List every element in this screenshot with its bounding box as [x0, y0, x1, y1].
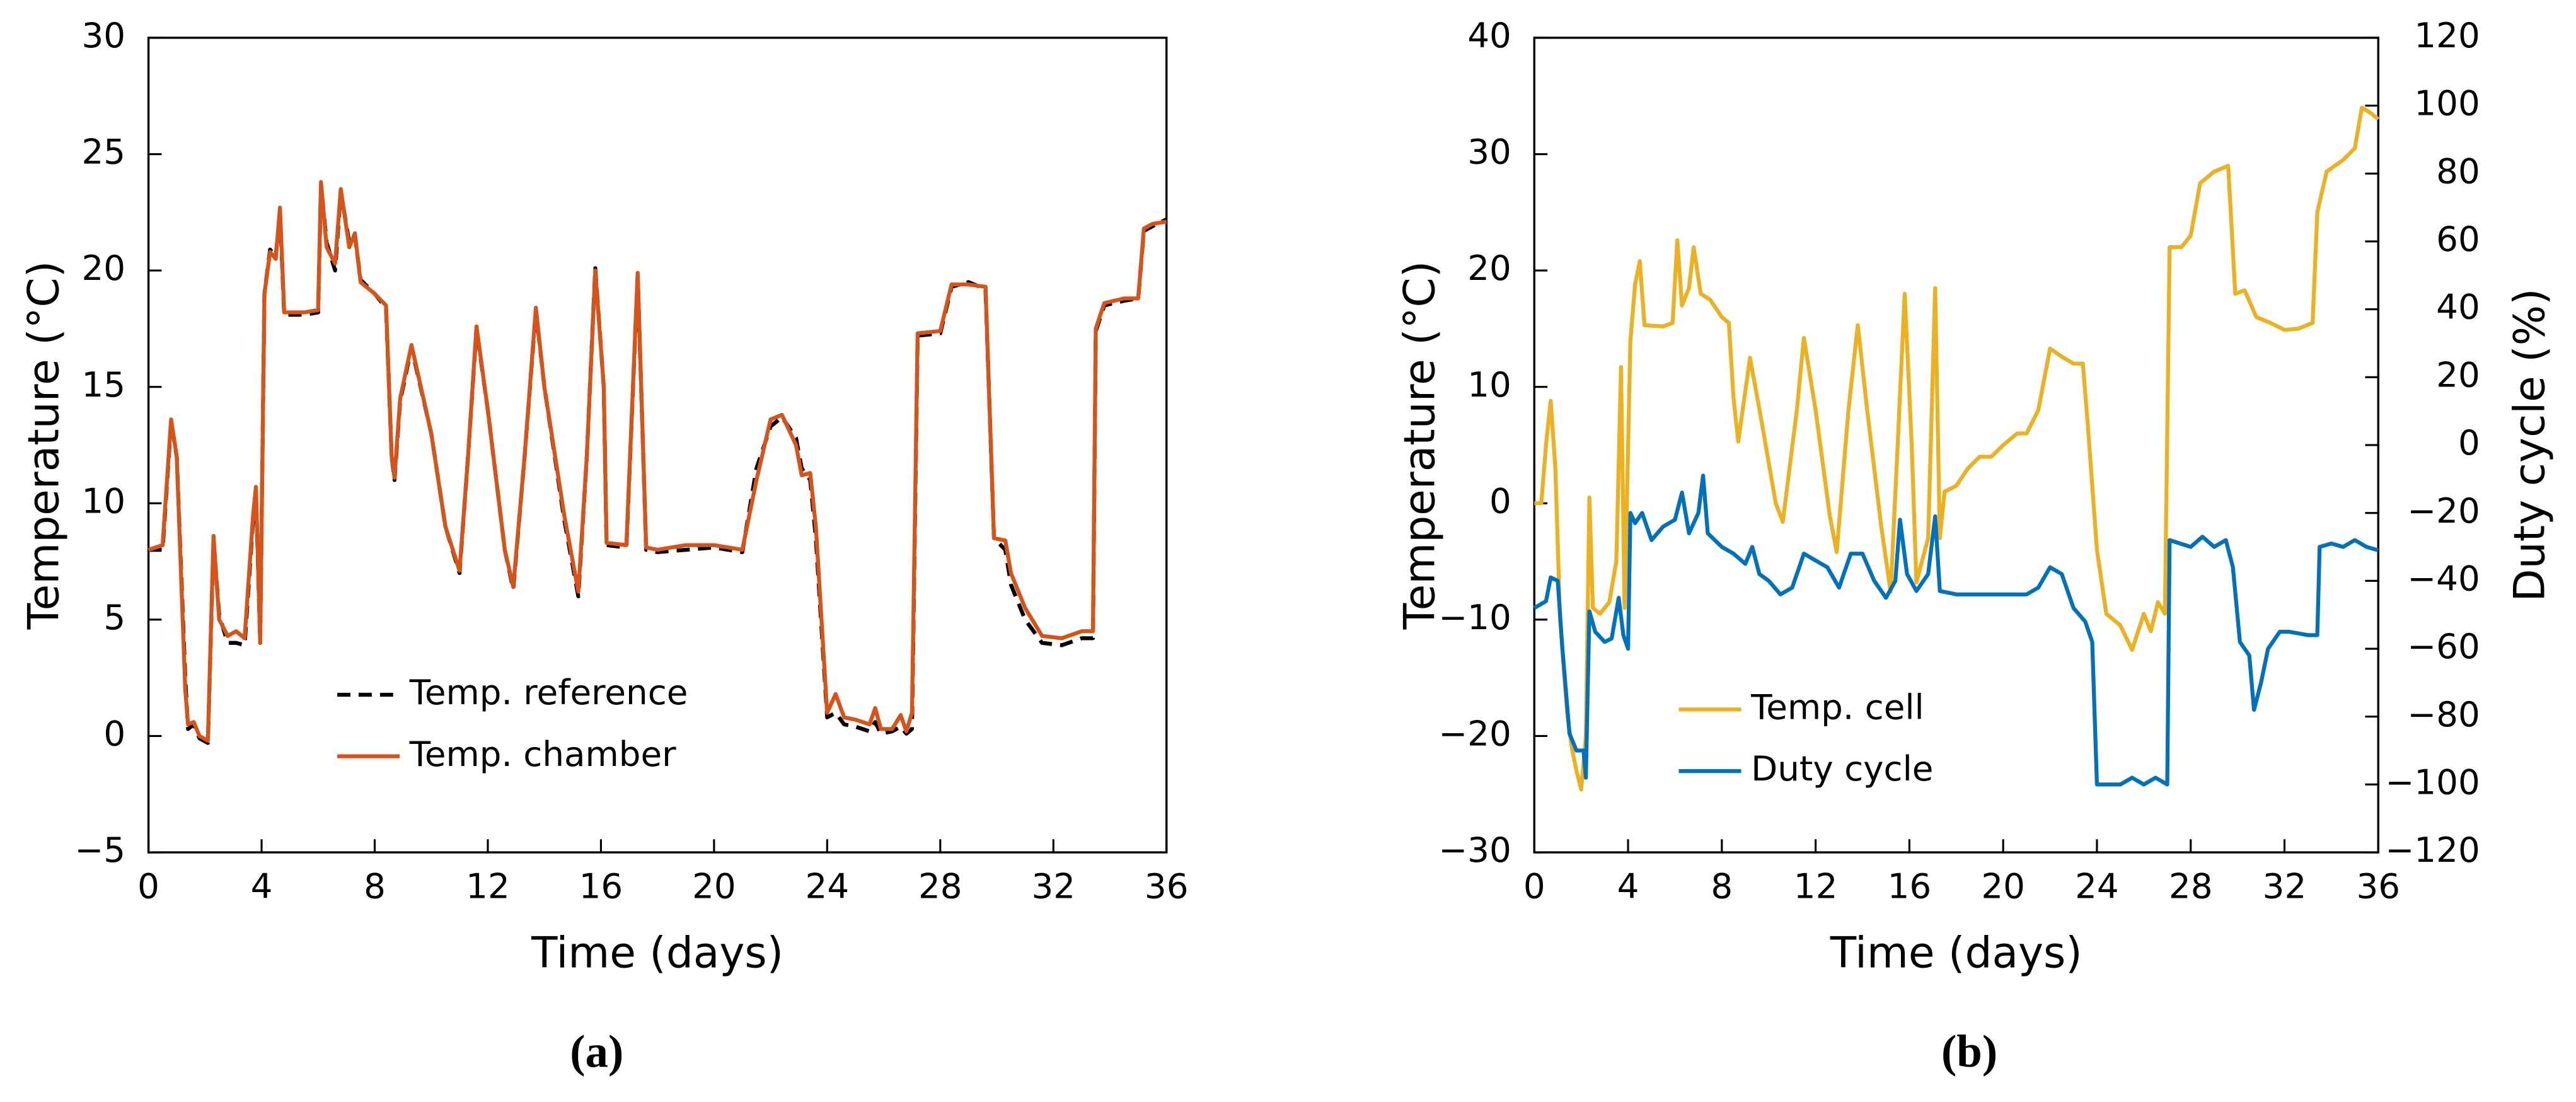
y-tick-label: 0	[1489, 480, 1511, 521]
x-tick-label: 20	[692, 866, 736, 906]
y-axis-label: Temperature (°C)	[19, 261, 69, 630]
series-line	[148, 182, 1168, 745]
y-tick-label: −10	[1438, 597, 1511, 637]
x-tick-label: 24	[2075, 866, 2119, 906]
caption: (b)	[1941, 1026, 1997, 1077]
x-axis-label: Time (days)	[531, 928, 783, 978]
series-line	[1534, 105, 2380, 792]
caption: (a)	[570, 1026, 623, 1077]
y-tick-label: 10	[1467, 364, 1511, 405]
y2-tick-label: −40	[2407, 558, 2480, 598]
y2-tick-label: 40	[2436, 287, 2480, 327]
y2-tick-label: 120	[2414, 15, 2480, 55]
x-tick-label: 20	[1981, 866, 2025, 906]
y-tick-label: 10	[82, 480, 126, 521]
x-tick-label: 4	[251, 866, 273, 906]
y2-tick-label: −60	[2407, 626, 2480, 666]
y2-tick-label: 100	[2414, 83, 2480, 124]
series-line	[147, 180, 1167, 743]
x-tick-label: 28	[918, 866, 962, 906]
y-tick-label: −30	[1438, 830, 1511, 870]
y2-tick-label: 80	[2436, 151, 2480, 191]
legend-label: Duty cycle	[1751, 748, 1933, 789]
y-tick-label: −20	[1438, 714, 1511, 754]
y2-tick-label: −100	[2386, 762, 2480, 802]
y2-tick-label: 20	[2436, 354, 2480, 395]
y-tick-label: 15	[82, 364, 126, 405]
x-tick-label: 36	[2356, 866, 2400, 906]
y-tick-label: −5	[74, 830, 125, 870]
legend-label: Temp. cell	[1750, 687, 1924, 728]
x-tick-label: 0	[1523, 866, 1545, 906]
y2-tick-label: −120	[2386, 830, 2480, 870]
y2-tick-label: −20	[2407, 490, 2480, 531]
plot-frame	[1533, 37, 2379, 854]
x-tick-label: 4	[1617, 866, 1639, 906]
plot-frame	[147, 37, 1168, 854]
y-tick-label: 30	[82, 15, 126, 55]
series-line	[1533, 473, 2379, 787]
legend-label: Temp. chamber	[409, 734, 676, 774]
y-tick-label: 25	[82, 132, 126, 172]
x-tick-label: 12	[1794, 866, 1838, 906]
y2-tick-label: 60	[2436, 219, 2480, 259]
x-tick-label: 12	[466, 866, 510, 906]
y-tick-label: 20	[82, 248, 126, 288]
x-tick-label: 32	[1031, 866, 1075, 906]
y-tick-label: 5	[103, 597, 125, 637]
x-tick-label: 24	[806, 866, 850, 906]
x-tick-label: 16	[1888, 866, 1932, 906]
y-tick-label: 40	[1467, 15, 1511, 55]
y2-tick-label: −80	[2407, 694, 2480, 734]
x-tick-label: 28	[2169, 866, 2213, 906]
y2-tick-label: 0	[2458, 422, 2480, 463]
y2-axis-label: Duty cycle (%)	[2505, 288, 2555, 601]
y-tick-label: 30	[1467, 132, 1511, 172]
x-tick-label: 0	[137, 866, 159, 906]
y-tick-label: 0	[103, 714, 125, 754]
y-tick-label: 20	[1467, 248, 1511, 288]
y-axis-label: Temperature (°C)	[1395, 261, 1445, 630]
x-tick-label: 36	[1145, 866, 1189, 906]
x-axis-label: Time (days)	[1830, 928, 2082, 978]
x-tick-label: 32	[2263, 866, 2307, 906]
x-tick-label: 8	[364, 866, 386, 906]
x-tick-label: 8	[1711, 866, 1733, 906]
legend-label: Temp. reference	[409, 672, 688, 712]
x-tick-label: 16	[579, 866, 623, 906]
